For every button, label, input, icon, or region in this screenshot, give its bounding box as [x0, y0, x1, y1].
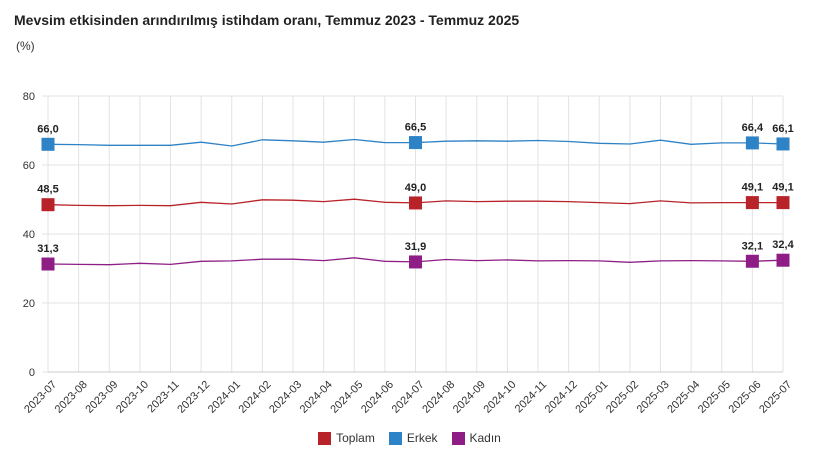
x-tick-label: 2024-08 [420, 379, 457, 416]
data-label: 66,1 [772, 123, 793, 135]
x-tick-label: 2024-07 [390, 379, 427, 416]
data-label: 48,5 [37, 184, 58, 196]
data-point-marker [41, 198, 55, 212]
y-axis-unit: (%) [16, 39, 35, 53]
data-label: 49,1 [742, 182, 763, 194]
x-tick-label: 2024-11 [513, 379, 549, 415]
x-tick-label: 2023-07 [22, 379, 59, 416]
x-tick-label: 2025-02 [604, 379, 641, 416]
y-tick-label: 20 [23, 298, 35, 310]
x-tick-label: 2024-02 [237, 379, 274, 416]
data-label: 66,4 [742, 122, 764, 134]
data-point-marker [776, 196, 790, 210]
data-label: 49,0 [405, 182, 426, 194]
data-point-marker [409, 196, 422, 210]
x-tick-label: 2025-03 [635, 379, 672, 416]
data-point-marker [745, 254, 759, 268]
x-tick-label: 2023-12 [175, 379, 212, 416]
x-tick-label: 2025-01 [573, 379, 610, 416]
legend-swatch-erkek [388, 431, 402, 445]
legend-swatch-kadin [451, 431, 465, 445]
chart-legend: Toplam Erkek Kadın [0, 431, 819, 445]
x-tick-label: 2024-04 [298, 379, 335, 416]
x-tick-label: 2025-07 [757, 379, 794, 416]
data-label: 31,3 [37, 243, 58, 255]
x-tick-label: 2025-04 [665, 379, 702, 416]
x-tick-label: 2025-05 [696, 379, 733, 416]
x-tick-label: 2023-09 [83, 379, 120, 416]
chart-title: Mevsim etkisinden arındırılmış istihdam … [14, 12, 520, 28]
legend-item-toplam[interactable]: Toplam [318, 431, 375, 445]
data-point-marker [776, 137, 790, 151]
y-tick-label: 40 [23, 229, 35, 241]
data-point-marker [409, 136, 422, 150]
x-tick-label: 2025-06 [727, 379, 764, 416]
x-tick-label: 2023-11 [145, 379, 181, 415]
legend-label-erkek: Erkek [406, 431, 438, 445]
data-label: 66,5 [405, 122, 426, 134]
x-tick-label: 2024-10 [482, 379, 519, 416]
data-point-marker [776, 253, 790, 267]
legend-item-kadin[interactable]: Kadın [451, 431, 501, 445]
legend-label-toplam: Toplam [336, 431, 375, 445]
x-tick-label: 2024-06 [359, 379, 396, 416]
data-point-marker [745, 136, 759, 150]
x-tick-label: 2023-08 [53, 379, 90, 416]
data-label: 66,0 [37, 123, 58, 135]
data-label: 32,1 [742, 240, 763, 252]
data-point-marker [41, 137, 55, 151]
data-label: 31,9 [405, 241, 426, 253]
x-tick-label: 2024-03 [267, 379, 304, 416]
x-tick-label: 2024-09 [451, 379, 488, 416]
data-label: 49,1 [772, 182, 793, 194]
x-tick-label: 2024-05 [328, 379, 365, 416]
data-point-marker [409, 255, 422, 269]
x-tick-label: 2024-12 [543, 379, 580, 416]
legend-label-kadin: Kadın [469, 431, 501, 445]
y-tick-label: 80 [23, 91, 35, 103]
legend-item-erkek[interactable]: Erkek [388, 431, 438, 445]
y-tick-label: 60 [23, 160, 35, 172]
x-tick-label: 2024-01 [206, 379, 243, 416]
data-point-marker [745, 196, 759, 210]
y-tick-label: 0 [29, 367, 35, 379]
data-label: 32,4 [772, 239, 794, 251]
data-point-marker [41, 257, 55, 271]
legend-swatch-toplam [318, 431, 332, 445]
x-tick-label: 2023-10 [114, 379, 151, 416]
